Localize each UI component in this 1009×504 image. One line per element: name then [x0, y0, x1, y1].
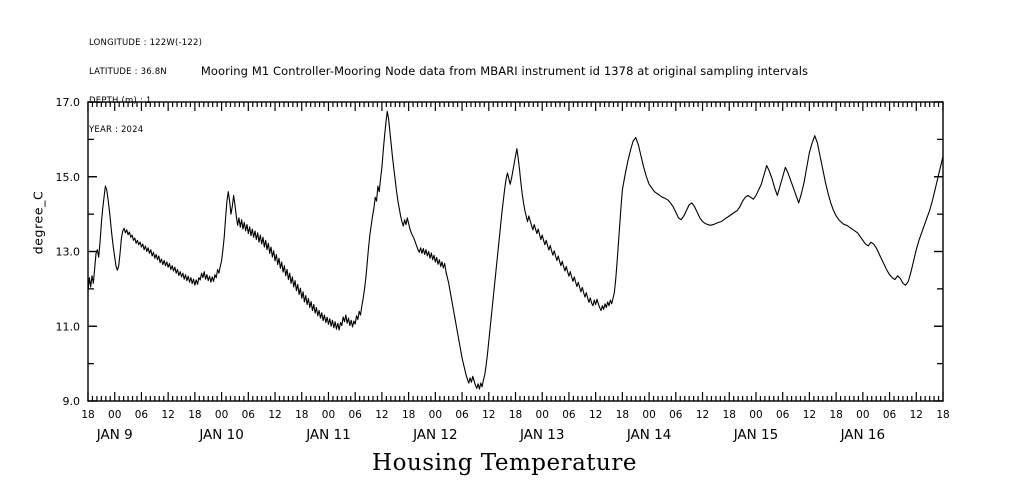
metadata-block: LONGITUDE : 122W(-122) LATITUDE : 36.8N … — [89, 20, 202, 154]
x-tick-hour-label: 12 — [696, 409, 709, 421]
x-tick-hour-label: 06 — [883, 409, 897, 421]
x-tick-day-label: JAN 13 — [519, 427, 565, 443]
x-tick-hour-label: 06 — [455, 409, 469, 421]
x-tick-day-label: JAN 11 — [305, 427, 351, 443]
x-tick-hour-label: 12 — [268, 409, 281, 421]
x-tick-hour-label: 18 — [81, 409, 94, 421]
x-tick-day-label: JAN 12 — [412, 427, 458, 443]
x-tick-hour-label: 06 — [242, 409, 256, 421]
x-tick-hour-label: 18 — [616, 409, 629, 421]
x-tick-hour-label: 00 — [856, 409, 869, 421]
x-tick-hour-label: 00 — [215, 409, 228, 421]
x-tick-hour-label: 12 — [375, 409, 388, 421]
x-tick-hour-label: 00 — [322, 409, 335, 421]
x-tick-hour-label: 06 — [669, 409, 683, 421]
x-tick-hour-label: 06 — [349, 409, 363, 421]
plot-title: Mooring M1 Controller-Mooring Node data … — [200, 64, 809, 78]
x-tick-day-label: JAN 10 — [198, 427, 244, 443]
x-tick-hour-label: 18 — [188, 409, 201, 421]
latitude-text: LATITUDE : 36.8N — [89, 66, 167, 77]
year-text: YEAR : 2024 — [89, 124, 144, 135]
x-tick-hour-label: 18 — [723, 409, 736, 421]
x-tick-hour-label: 06 — [135, 409, 149, 421]
x-tick-hour-label: 12 — [589, 409, 602, 421]
x-tick-hour-label: 00 — [749, 409, 762, 421]
chart-bottom-title: Housing Temperature — [372, 450, 637, 476]
data-series-line — [87, 110, 944, 390]
x-tick-day-label: JAN 9 — [96, 427, 133, 443]
y-tick-label: 15.0 — [56, 171, 81, 184]
x-tick-hour-label: 00 — [642, 409, 655, 421]
x-tick-hour-label: 12 — [482, 409, 495, 421]
x-tick-hour-label: 00 — [108, 409, 121, 421]
x-tick-hour-label: 18 — [509, 409, 522, 421]
y-tick-label: 17.0 — [56, 96, 81, 109]
x-tick-hour-label: 12 — [161, 409, 174, 421]
x-tick-day-label: JAN 16 — [840, 427, 886, 443]
depth-text: DEPTH (m) : 1 — [89, 95, 152, 106]
x-tick-hour-label: 00 — [429, 409, 442, 421]
x-tick-hour-label: 06 — [776, 409, 790, 421]
x-tick-hour-label: 18 — [402, 409, 415, 421]
longitude-text: LONGITUDE : 122W(-122) — [89, 38, 203, 49]
x-tick-hour-label: 12 — [910, 409, 923, 421]
y-tick-label: 13.0 — [56, 246, 81, 259]
x-tick-hour-label: 18 — [829, 409, 842, 421]
x-tick-hour-label: 12 — [803, 409, 816, 421]
x-tick-hour-label: 18 — [295, 409, 308, 421]
x-tick-day-label: JAN 14 — [626, 427, 672, 443]
x-tick-hour-label: 06 — [562, 409, 576, 421]
y-tick-label: 9.0 — [63, 395, 81, 408]
x-tick-hour-label: 18 — [936, 409, 949, 421]
x-tick-hour-label: 00 — [536, 409, 549, 421]
x-tick-day-label: JAN 15 — [733, 427, 779, 443]
y-tick-label: 11.0 — [56, 320, 81, 333]
plot-frame — [87, 101, 944, 402]
